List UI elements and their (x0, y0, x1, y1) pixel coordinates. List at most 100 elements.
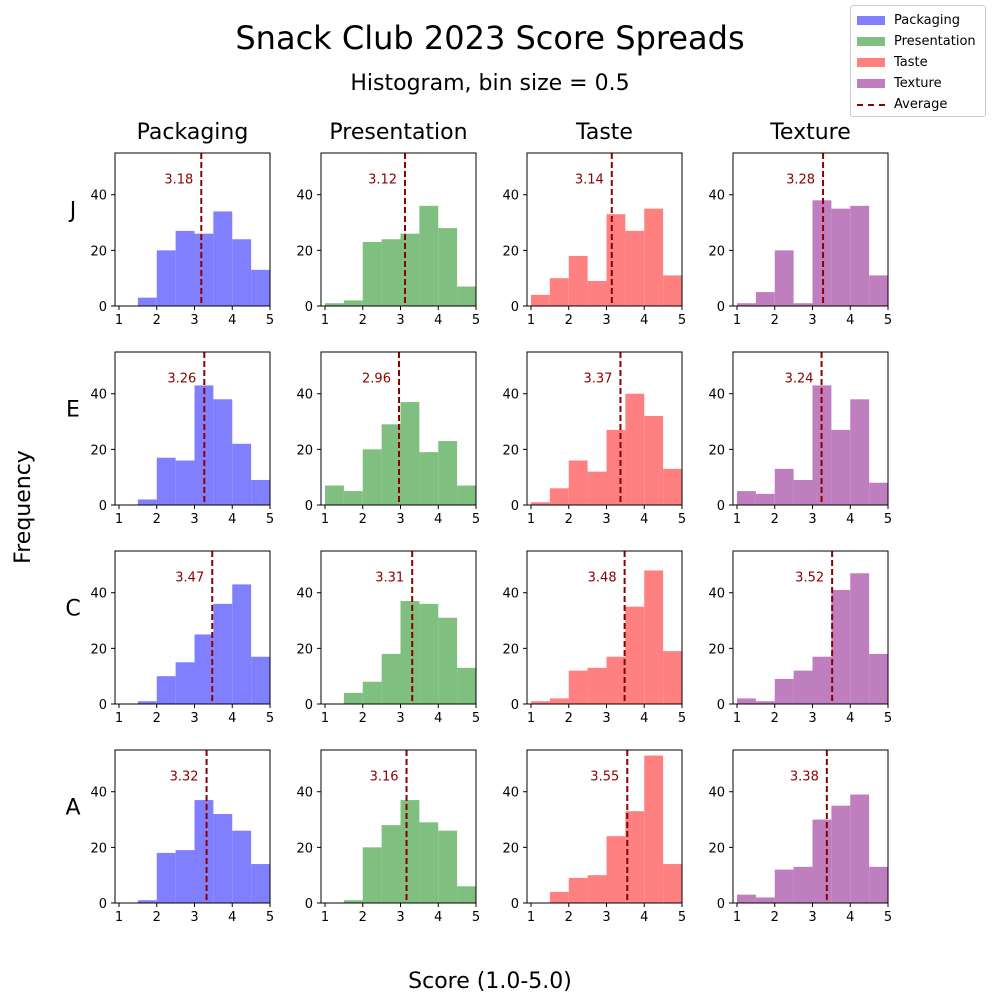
chart-subtitle: Histogram, bin size = 0.5 (350, 71, 629, 96)
histogram-bar (400, 800, 420, 903)
panel-e-texture: 3.24 1 2 3 4 5 0 20 40 (708, 351, 892, 527)
histogram-bar (737, 303, 756, 306)
histogram-bar (793, 866, 813, 903)
panel-j-presentation: 3.12 1 2 3 4 5 0 20 40 (296, 152, 480, 328)
histogram-bar (213, 813, 233, 903)
histogram-bar (606, 214, 626, 306)
x-tick-label: 4 (434, 711, 442, 726)
x-tick-label: 3 (602, 711, 610, 726)
x-tick-label: 3 (396, 313, 404, 328)
histogram-bar (232, 584, 252, 704)
y-tick-label: 20 (708, 642, 725, 657)
histogram-bar (568, 670, 588, 704)
x-tick-label: 1 (527, 910, 535, 925)
histogram-bar (793, 670, 813, 704)
y-tick-label: 40 (502, 587, 519, 602)
histogram-bar (812, 656, 832, 704)
histogram-bar (568, 877, 588, 903)
x-tick-label: 1 (321, 512, 329, 527)
panel-e-taste: 3.37 1 2 3 4 5 0 20 40 (502, 351, 686, 527)
x-tick-label: 2 (565, 313, 573, 328)
x-tick-label: 2 (565, 512, 573, 527)
y-tick-label: 20 (296, 841, 313, 856)
y-tick-label: 20 (708, 443, 725, 458)
histogram-bar (663, 275, 682, 306)
histogram-bar (137, 499, 157, 505)
x-tick-label: 1 (527, 711, 535, 726)
y-tick-label: 0 (717, 499, 725, 514)
x-tick-label: 5 (678, 910, 686, 925)
y-tick-label: 20 (502, 443, 519, 458)
histogram-bar (251, 479, 270, 505)
x-tick-label: 3 (190, 910, 198, 925)
x-tick-label: 5 (472, 910, 480, 925)
histogram-bar (774, 468, 794, 505)
histogram-bar (457, 886, 476, 903)
panel-e-packaging: 3.26 1 2 3 4 5 0 20 40 (90, 351, 274, 527)
x-tick-label: 1 (321, 910, 329, 925)
histogram-bar (400, 402, 420, 505)
panel-c-presentation: 3.31 1 2 3 4 5 0 20 40 (296, 550, 480, 726)
x-tick-label: 5 (678, 512, 686, 527)
y-tick-label: 0 (717, 897, 725, 912)
x-tick-label: 4 (228, 910, 236, 925)
histogram-bar (737, 698, 756, 704)
panel-a-taste: 3.55 1 2 3 4 5 0 20 40 (502, 749, 686, 925)
panel-frame (526, 749, 683, 904)
histogram-bar (625, 230, 645, 306)
x-tick-label: 4 (846, 711, 854, 726)
y-tick-label: 40 (502, 189, 519, 204)
histogram-bar (457, 485, 476, 505)
histogram-bar (831, 429, 851, 505)
legend-label-packaging: Packaging (894, 13, 960, 28)
panel-frame (320, 351, 477, 506)
histogram-bar (137, 701, 157, 704)
y-tick-label: 0 (305, 897, 313, 912)
histogram-bar (793, 303, 813, 306)
x-tick-label: 2 (771, 313, 779, 328)
histogram-bar (850, 794, 870, 903)
panel-frame (114, 749, 271, 904)
x-axis-label: Score (1.0-5.0) (408, 969, 572, 994)
panel-frame (732, 749, 889, 904)
histogram-bar (232, 239, 252, 306)
y-tick-label: 20 (296, 443, 313, 458)
histogram-bar (755, 493, 775, 505)
y-tick-label: 0 (717, 300, 725, 315)
average-label: 3.48 (588, 571, 617, 586)
x-tick-label: 5 (472, 313, 480, 328)
histogram-bar (850, 573, 870, 704)
average-label: 3.14 (575, 173, 604, 188)
histogram-bar (812, 200, 832, 306)
x-tick-label: 1 (115, 711, 123, 726)
histogram-bar (419, 603, 439, 704)
histogram-bar (194, 634, 214, 704)
legend: Packaging Presentation Taste Texture Ave… (850, 5, 986, 117)
y-tick-label: 20 (502, 841, 519, 856)
panel-frame (526, 351, 683, 506)
x-tick-label: 3 (190, 512, 198, 527)
y-tick-label: 20 (90, 642, 107, 657)
chart-title: Snack Club 2023 Score Spreads (235, 19, 744, 57)
panel-frame (732, 550, 889, 705)
legend-item-average: Average (857, 94, 979, 115)
legend-item-taste: Taste (857, 52, 979, 73)
x-tick-label: 4 (640, 313, 648, 328)
y-tick-label: 0 (99, 897, 107, 912)
row-label-e: E (66, 397, 80, 422)
x-tick-label: 5 (472, 711, 480, 726)
histogram-bar (531, 294, 550, 306)
y-tick-label: 40 (296, 587, 313, 602)
histogram-bar (156, 676, 176, 704)
x-tick-label: 3 (190, 711, 198, 726)
histogram-bar (343, 692, 363, 704)
x-tick-label: 5 (266, 910, 274, 925)
histogram-bar (568, 255, 588, 306)
histogram-bar (156, 852, 176, 903)
x-tick-label: 2 (565, 711, 573, 726)
histogram-bar (587, 471, 607, 505)
histogram-bar (812, 819, 832, 903)
x-tick-label: 4 (846, 512, 854, 527)
average-label: 3.32 (170, 770, 199, 785)
